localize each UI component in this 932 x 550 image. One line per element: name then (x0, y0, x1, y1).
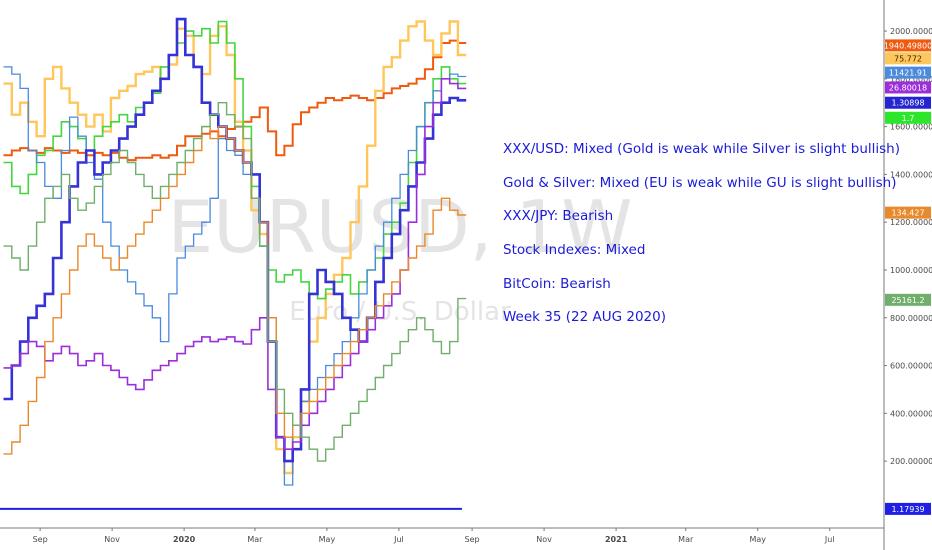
annotation-stock-indexes: Stock Indexes: Mixed (503, 242, 646, 258)
y-tick-label-3: 1400.00000 (890, 170, 932, 179)
x-tick-label-5: Jul (393, 535, 404, 544)
price-label-3: 26.80018 (889, 83, 927, 92)
series-layer (0, 17, 467, 510)
price-label-0: 1940.49800 (884, 41, 932, 50)
x-tick-label-3: Mar (247, 535, 263, 544)
price-label-4: 1.30898 (891, 99, 924, 108)
x-tick-label-10: May (749, 535, 766, 544)
price-label-box-3 (885, 81, 931, 94)
x-tick-label-2: 2020 (173, 535, 196, 544)
y-tick-label-9: 200.00000 (890, 457, 932, 466)
series-line-1 (3, 20, 467, 475)
x-tick-label-6: Sep (465, 535, 480, 544)
price-label-box-5 (885, 111, 931, 124)
y-tick-label-6: 800.00000 (890, 314, 932, 323)
series-line-2 (3, 20, 467, 300)
annotation-week: Week 35 (22 AUG 2020) (503, 309, 666, 325)
series-line-3 (3, 66, 467, 486)
x-tick-label-1: Nov (104, 535, 120, 544)
annotation-xxx-jpy: XXX/JPY: Bearish (503, 208, 614, 224)
series-line-5 (3, 78, 467, 450)
annotation-bitcoin: BitCoin: Bearish (503, 276, 611, 292)
x-tick-label-7: Nov (536, 535, 552, 544)
y-tick-label-4: 1200.00000 (890, 218, 932, 227)
price-label-5: 1.7 (902, 114, 915, 123)
price-label-1: 75.772 (894, 54, 922, 63)
price-label-2: 11421.91 (889, 69, 927, 78)
watermark-subtitle: Euro / U.S. Dollar (289, 297, 511, 327)
price-label-8: 1.17939 (891, 505, 924, 514)
y-tick-label-7: 600.00000 (890, 362, 932, 371)
price-label-box-7 (885, 293, 931, 306)
y-tick-label-1: 1800.00000 (890, 75, 932, 84)
x-tick-label-8: 2021 (605, 535, 628, 544)
y-tick-label-8: 400.00000 (890, 409, 932, 418)
series-line-6 (3, 125, 467, 455)
y-tick-label-5: 1000.00000 (890, 266, 932, 275)
price-label-7: 25161.2 (891, 296, 924, 305)
price-label-box-2 (885, 66, 931, 79)
price-label-box-8 (885, 502, 931, 515)
annotation-xxx-usd: XXX/USD: Mixed (Gold is weak while Silve… (503, 141, 900, 157)
price-label-box-1 (885, 52, 931, 65)
series-line-7 (3, 102, 467, 462)
x-tick-label-4: May (319, 535, 336, 544)
annotation-gold-silver: Gold & Silver: Mixed (EU is weak while G… (503, 175, 897, 191)
price-label-box-4 (885, 96, 931, 109)
price-label-box-6 (885, 206, 931, 219)
x-tick-label-11: Jul (824, 535, 835, 544)
y-tick-label-0: 2000.00000 (890, 27, 932, 36)
x-tick-label-0: Sep (33, 535, 48, 544)
y-tick-label-2: 1600.00000 (890, 123, 932, 132)
price-label-box-0 (885, 39, 931, 52)
price-label-6: 134.427 (891, 209, 924, 218)
watermark: EURUSD, 1W Euro / U.S. Dollar (168, 185, 633, 327)
x-tick-label-9: Mar (678, 535, 694, 544)
